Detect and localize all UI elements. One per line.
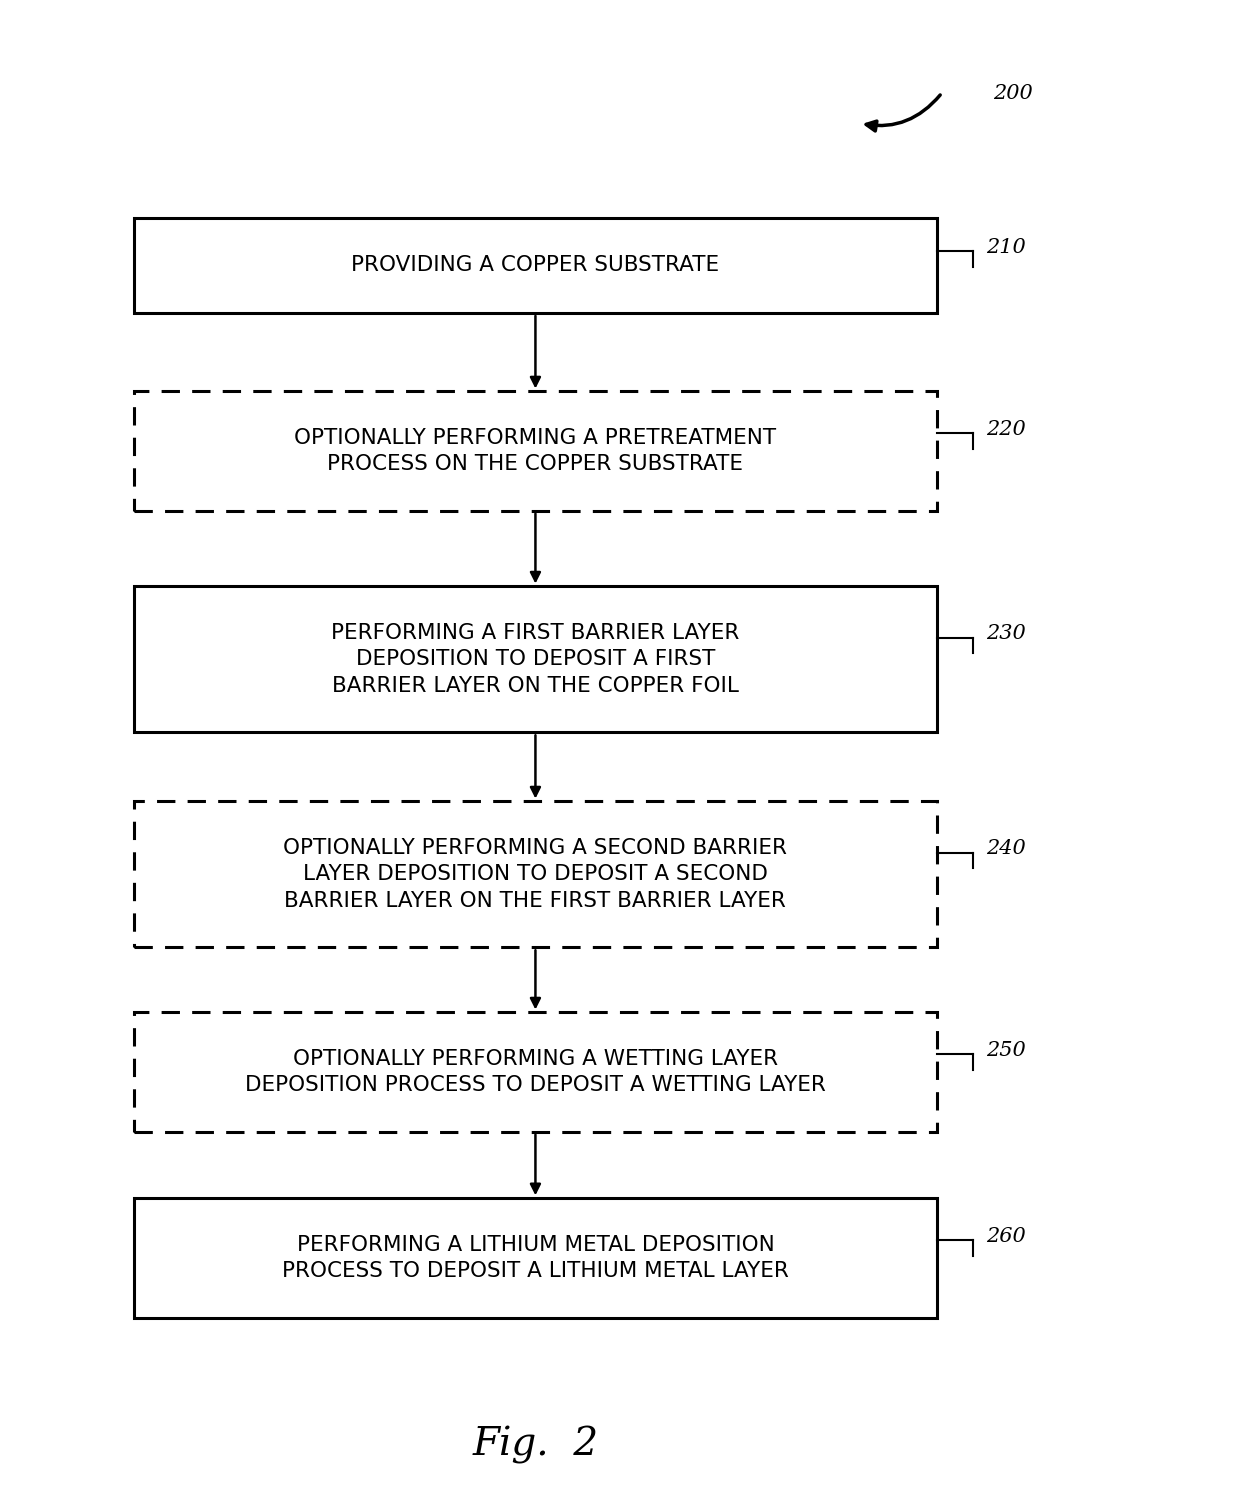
Text: 210: 210 bbox=[986, 237, 1025, 256]
Text: PERFORMING A LITHIUM METAL DEPOSITION
PROCESS TO DEPOSIT A LITHIUM METAL LAYER: PERFORMING A LITHIUM METAL DEPOSITION PR… bbox=[281, 1235, 789, 1281]
Text: 200: 200 bbox=[993, 83, 1033, 103]
Bar bbox=[134, 1199, 937, 1318]
Bar bbox=[134, 586, 937, 732]
Bar bbox=[134, 392, 937, 511]
Text: Fig.  2: Fig. 2 bbox=[472, 1427, 599, 1464]
Bar bbox=[134, 802, 937, 947]
Text: 250: 250 bbox=[986, 1041, 1025, 1060]
Text: 260: 260 bbox=[986, 1227, 1025, 1245]
Text: PROVIDING A COPPER SUBSTRATE: PROVIDING A COPPER SUBSTRATE bbox=[351, 255, 719, 276]
Text: OPTIONALLY PERFORMING A WETTING LAYER
DEPOSITION PROCESS TO DEPOSIT A WETTING LA: OPTIONALLY PERFORMING A WETTING LAYER DE… bbox=[246, 1050, 826, 1096]
Text: 240: 240 bbox=[986, 839, 1025, 857]
Bar bbox=[134, 218, 937, 313]
Text: OPTIONALLY PERFORMING A PRETREATMENT
PROCESS ON THE COPPER SUBSTRATE: OPTIONALLY PERFORMING A PRETREATMENT PRO… bbox=[294, 428, 776, 474]
Text: OPTIONALLY PERFORMING A SECOND BARRIER
LAYER DEPOSITION TO DEPOSIT A SECOND
BARR: OPTIONALLY PERFORMING A SECOND BARRIER L… bbox=[284, 838, 787, 911]
Text: PERFORMING A FIRST BARRIER LAYER
DEPOSITION TO DEPOSIT A FIRST
BARRIER LAYER ON : PERFORMING A FIRST BARRIER LAYER DEPOSIT… bbox=[331, 623, 739, 696]
Text: 230: 230 bbox=[986, 625, 1025, 643]
Bar bbox=[134, 1012, 937, 1132]
Text: 220: 220 bbox=[986, 419, 1025, 438]
